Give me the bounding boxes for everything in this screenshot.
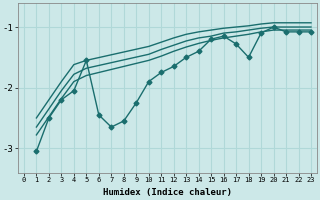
X-axis label: Humidex (Indice chaleur): Humidex (Indice chaleur): [103, 188, 232, 197]
